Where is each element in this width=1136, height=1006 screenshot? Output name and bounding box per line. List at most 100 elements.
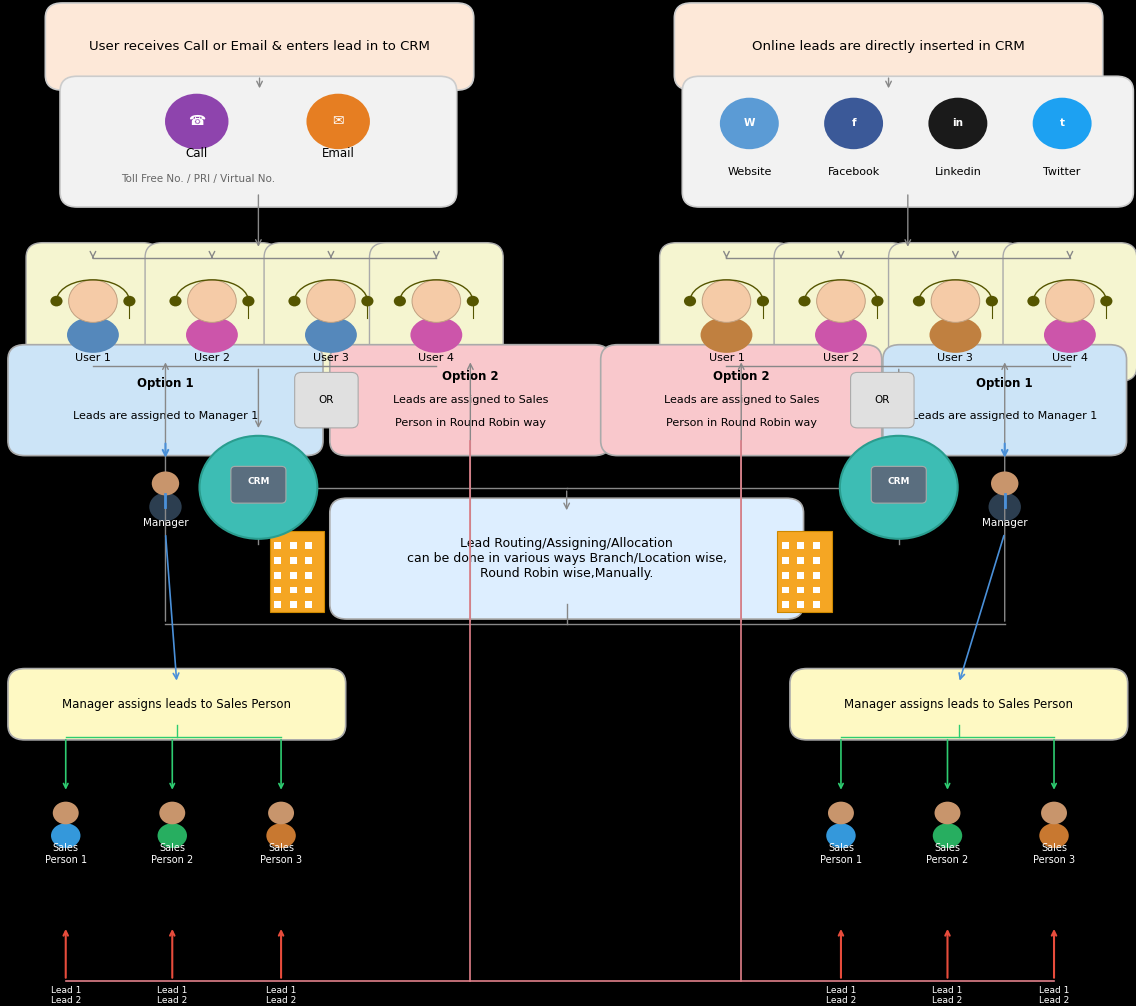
Circle shape [871,296,884,307]
Circle shape [124,296,135,307]
Circle shape [1033,98,1092,149]
Ellipse shape [149,493,182,521]
Text: OR: OR [875,395,889,405]
Circle shape [720,98,779,149]
Bar [782,602,788,608]
Ellipse shape [1044,317,1096,353]
Text: Sales
Person 3: Sales Person 3 [1033,843,1075,864]
Text: Lead 1
Lead 2: Lead 1 Lead 2 [266,986,296,1005]
Circle shape [394,296,406,307]
Text: User 4: User 4 [1052,353,1088,363]
Text: User 4: User 4 [418,353,454,363]
FancyBboxPatch shape [329,498,803,619]
Text: Facebook: Facebook [827,167,879,177]
Bar [306,571,312,578]
Text: Sales
Person 2: Sales Person 2 [151,843,193,864]
Text: User receives Call or Email & enters lead in to CRM: User receives Call or Email & enters lea… [89,40,431,53]
Text: Online leads are directly inserted in CRM: Online leads are directly inserted in CR… [752,40,1025,53]
Bar [306,542,312,549]
Text: Sales
Person 1: Sales Person 1 [44,843,86,864]
Circle shape [169,296,182,307]
Text: t: t [1060,119,1064,129]
Circle shape [1041,802,1067,824]
FancyBboxPatch shape [774,242,908,381]
Text: in: in [952,119,963,129]
Circle shape [840,436,958,539]
Bar [797,542,804,549]
FancyBboxPatch shape [8,669,345,739]
Bar [274,542,281,549]
Ellipse shape [826,823,855,848]
Text: Lead 1
Lead 2: Lead 1 Lead 2 [826,986,857,1005]
FancyBboxPatch shape [145,242,278,381]
Bar [813,542,820,549]
Circle shape [991,472,1019,495]
Text: Leads are assigned to Manager 1: Leads are assigned to Manager 1 [73,411,258,422]
Circle shape [817,280,866,322]
Circle shape [1101,296,1112,307]
Bar [797,557,804,563]
Circle shape [702,280,751,322]
Bar [813,571,820,578]
FancyBboxPatch shape [8,345,323,456]
Bar [290,586,296,594]
Text: f: f [851,119,855,129]
Bar [306,602,312,608]
Bar [290,602,296,608]
Text: Manager assigns leads to Sales Person: Manager assigns leads to Sales Person [844,698,1074,710]
Text: Manager: Manager [143,518,189,528]
FancyBboxPatch shape [883,345,1127,456]
Text: User 1: User 1 [709,353,744,363]
Text: Sales
Person 3: Sales Person 3 [260,843,302,864]
Bar [813,586,820,594]
Ellipse shape [186,317,237,353]
Ellipse shape [701,317,752,353]
FancyBboxPatch shape [294,372,358,428]
Text: User 2: User 2 [822,353,859,363]
Bar [782,571,788,578]
Text: Leads are assigned to Manager 1: Leads are assigned to Manager 1 [912,411,1097,422]
Text: Lead 1
Lead 2: Lead 1 Lead 2 [157,986,187,1005]
FancyBboxPatch shape [264,242,398,381]
Ellipse shape [929,317,982,353]
Text: Sales
Person 2: Sales Person 2 [926,843,969,864]
Circle shape [986,296,997,307]
Bar [813,602,820,608]
Text: Sales
Person 1: Sales Person 1 [820,843,862,864]
Ellipse shape [1039,823,1069,848]
Text: Option 2: Option 2 [713,370,769,383]
Text: Toll Free No. / PRI / Virtual No.: Toll Free No. / PRI / Virtual No. [120,174,275,184]
Text: ✉: ✉ [333,115,344,129]
Circle shape [159,802,185,824]
Text: User 3: User 3 [314,353,349,363]
FancyBboxPatch shape [329,345,611,456]
Ellipse shape [815,317,867,353]
Text: Person in Round Robin way: Person in Round Robin way [666,418,817,429]
Circle shape [307,94,370,149]
Circle shape [799,296,811,307]
Bar [290,542,296,549]
Bar [290,557,296,563]
Text: CRM: CRM [887,477,910,486]
Bar [797,571,804,578]
FancyBboxPatch shape [871,467,926,503]
Text: Option 1: Option 1 [977,377,1033,390]
Text: Twitter: Twitter [1044,167,1080,177]
Bar [782,557,788,563]
Text: ☎: ☎ [189,115,206,129]
Text: Website: Website [727,167,771,177]
Text: Email: Email [321,147,354,160]
Text: CRM: CRM [248,477,269,486]
FancyBboxPatch shape [369,242,503,381]
Bar [306,586,312,594]
Bar [274,571,281,578]
Circle shape [935,802,960,824]
Text: Leads are assigned to Sales: Leads are assigned to Sales [393,395,548,405]
Ellipse shape [988,493,1021,521]
FancyBboxPatch shape [851,372,914,428]
Text: User 2: User 2 [194,353,229,363]
Circle shape [1045,280,1094,322]
Text: W: W [744,119,755,129]
Text: User 1: User 1 [75,353,111,363]
Bar [306,557,312,563]
